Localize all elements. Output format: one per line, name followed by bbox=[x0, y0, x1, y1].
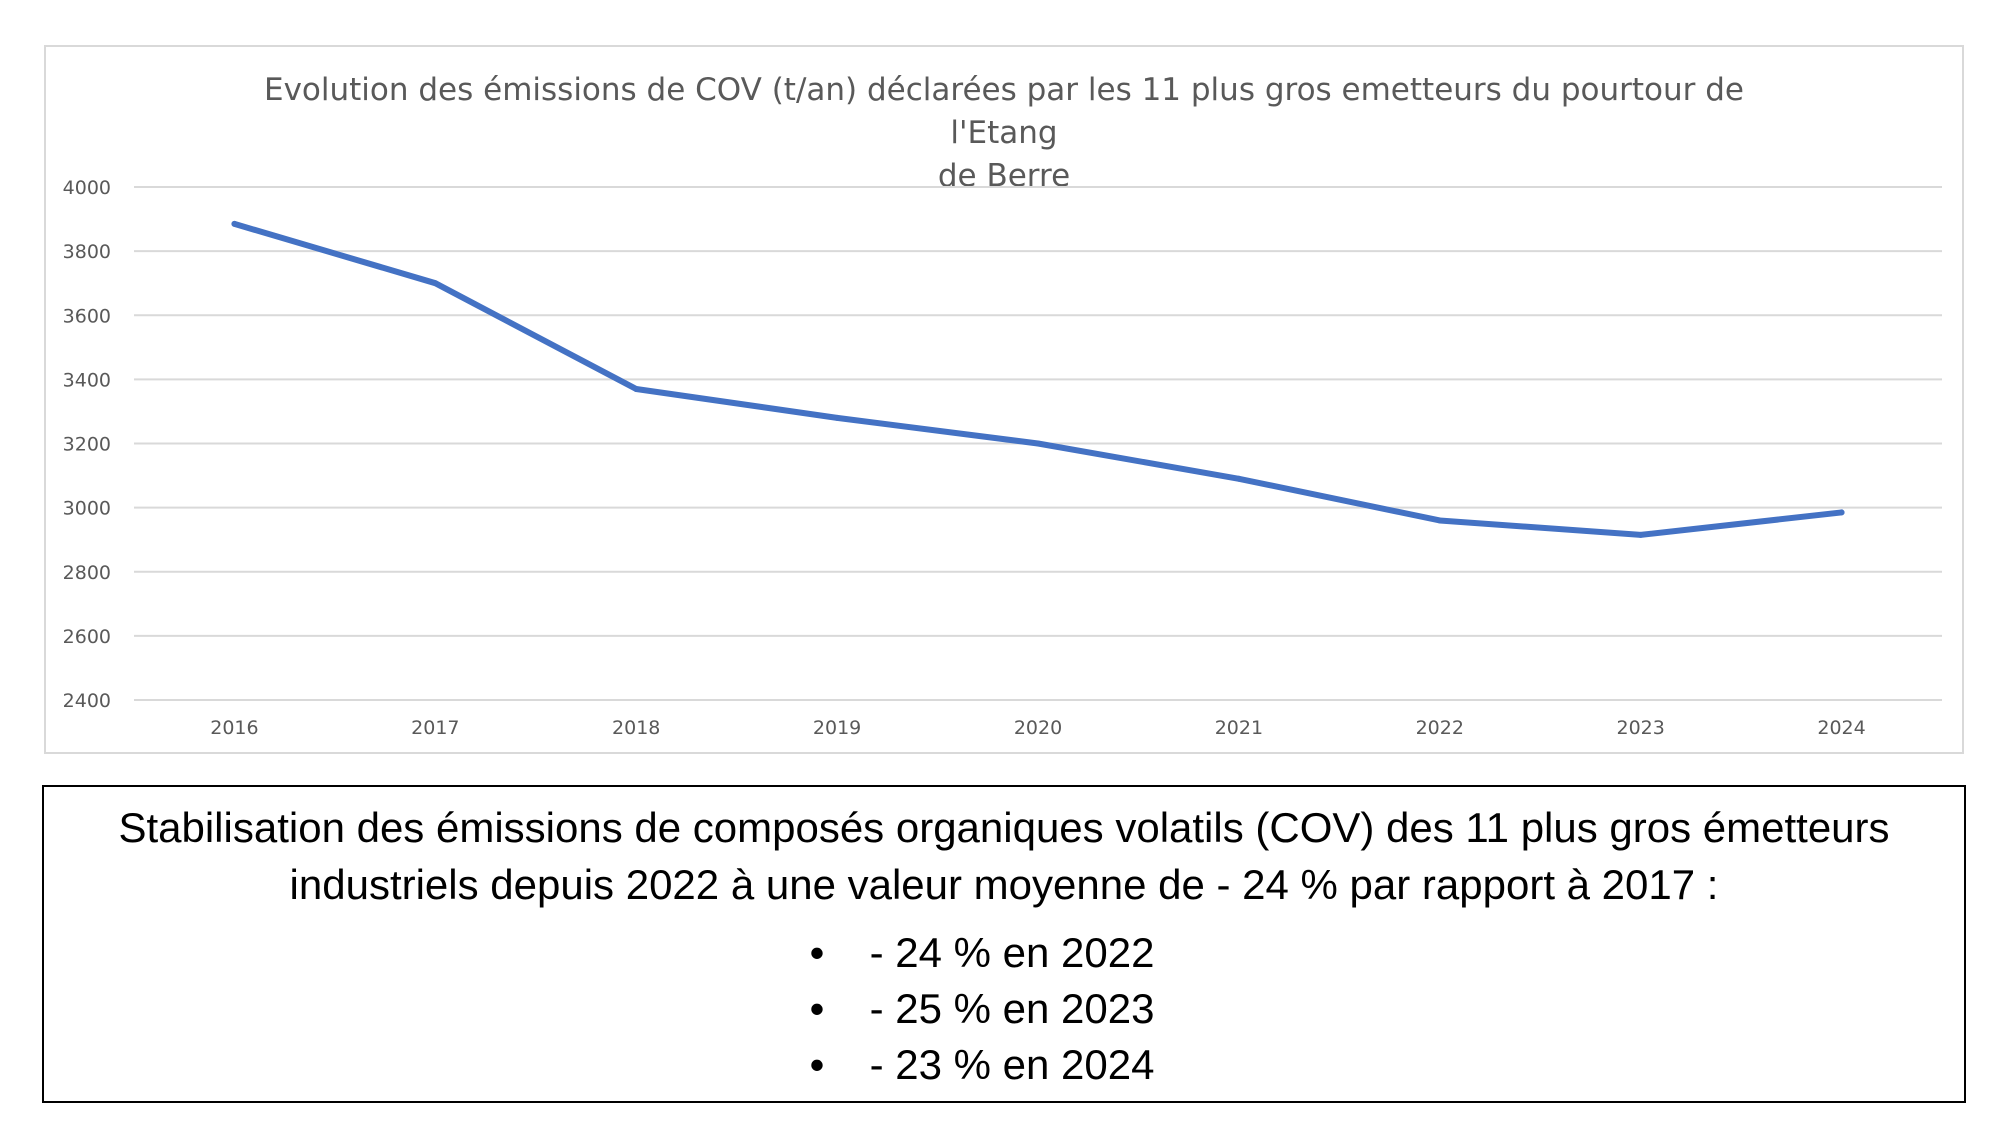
summary-text: Stabilisation des émissions de composés … bbox=[118, 804, 1890, 908]
summary-box: Stabilisation des émissions de composés … bbox=[42, 785, 1966, 1103]
data-point-2023 bbox=[1637, 531, 1644, 538]
x-tick-label: 2022 bbox=[1416, 717, 1464, 739]
x-axis-ticks: 2016 2017 2018 2019 2020 2021 2022 2023 2024 bbox=[210, 717, 1865, 739]
data-point-2019 bbox=[834, 414, 841, 421]
bullet-symbol: • bbox=[809, 929, 825, 976]
bullet-item: • - 23 % en 2024 bbox=[44, 1037, 1964, 1093]
bullet-text: - 23 % en 2024 bbox=[869, 1041, 1155, 1088]
x-tick-label: 2023 bbox=[1616, 717, 1664, 739]
chart-container: Evolution des émissions de COV (t/an) dé… bbox=[44, 45, 1964, 754]
x-tick-label: 2019 bbox=[813, 717, 861, 739]
y-tick-label: 2600 bbox=[63, 626, 111, 648]
y-tick-label: 3400 bbox=[63, 369, 111, 391]
x-tick-label: 2016 bbox=[210, 717, 258, 739]
data-point-2020 bbox=[1035, 440, 1041, 447]
y-tick-label: 2800 bbox=[63, 562, 111, 584]
x-tick-label: 2018 bbox=[612, 717, 660, 739]
bullet-list: • - 24 % en 2022 • - 25 % en 2023 • - 23 % … bbox=[44, 925, 1964, 1093]
bullet-symbol: • bbox=[809, 1041, 825, 1088]
y-tick-label: 3800 bbox=[63, 241, 111, 263]
y-axis-ticks: 2400 2600 2800 3000 3200 3400 3600 3800 4000 bbox=[63, 177, 111, 712]
chart-title: Evolution des émissions de COV (t/an) dé… bbox=[246, 69, 1762, 198]
bullet-symbol: • bbox=[809, 985, 825, 1032]
bullet-item: • - 24 % en 2022 bbox=[44, 925, 1964, 981]
bullet-text: - 24 % en 2022 bbox=[869, 929, 1155, 976]
y-tick-label: 2400 bbox=[63, 690, 111, 712]
data-point-2024 bbox=[1838, 509, 1845, 516]
x-tick-label: 2017 bbox=[411, 717, 459, 739]
data-point-2016 bbox=[231, 220, 238, 227]
line-chart: 2400 2600 2800 3000 3200 3400 3600 3800 4000 201… bbox=[63, 177, 1942, 739]
bullet-text: - 25 % en 2023 bbox=[869, 985, 1155, 1032]
bullet-item: • - 25 % en 2023 bbox=[44, 981, 1964, 1037]
x-tick-label: 2021 bbox=[1215, 717, 1263, 739]
y-tick-label: 3200 bbox=[63, 434, 111, 456]
x-tick-label: 2020 bbox=[1014, 717, 1062, 739]
y-tick-label: 4000 bbox=[63, 177, 111, 199]
series-layer bbox=[231, 220, 1845, 538]
data-point-2017 bbox=[432, 280, 439, 287]
data-point-2018 bbox=[633, 385, 640, 392]
y-tick-label: 3000 bbox=[63, 498, 111, 520]
data-point-2022 bbox=[1436, 517, 1443, 524]
chart-title-line-1: Evolution des émissions de COV (t/an) dé… bbox=[263, 72, 1744, 151]
data-point-2021 bbox=[1235, 475, 1242, 482]
x-tick-label: 2024 bbox=[1817, 717, 1865, 739]
y-tick-label: 3600 bbox=[63, 305, 111, 327]
